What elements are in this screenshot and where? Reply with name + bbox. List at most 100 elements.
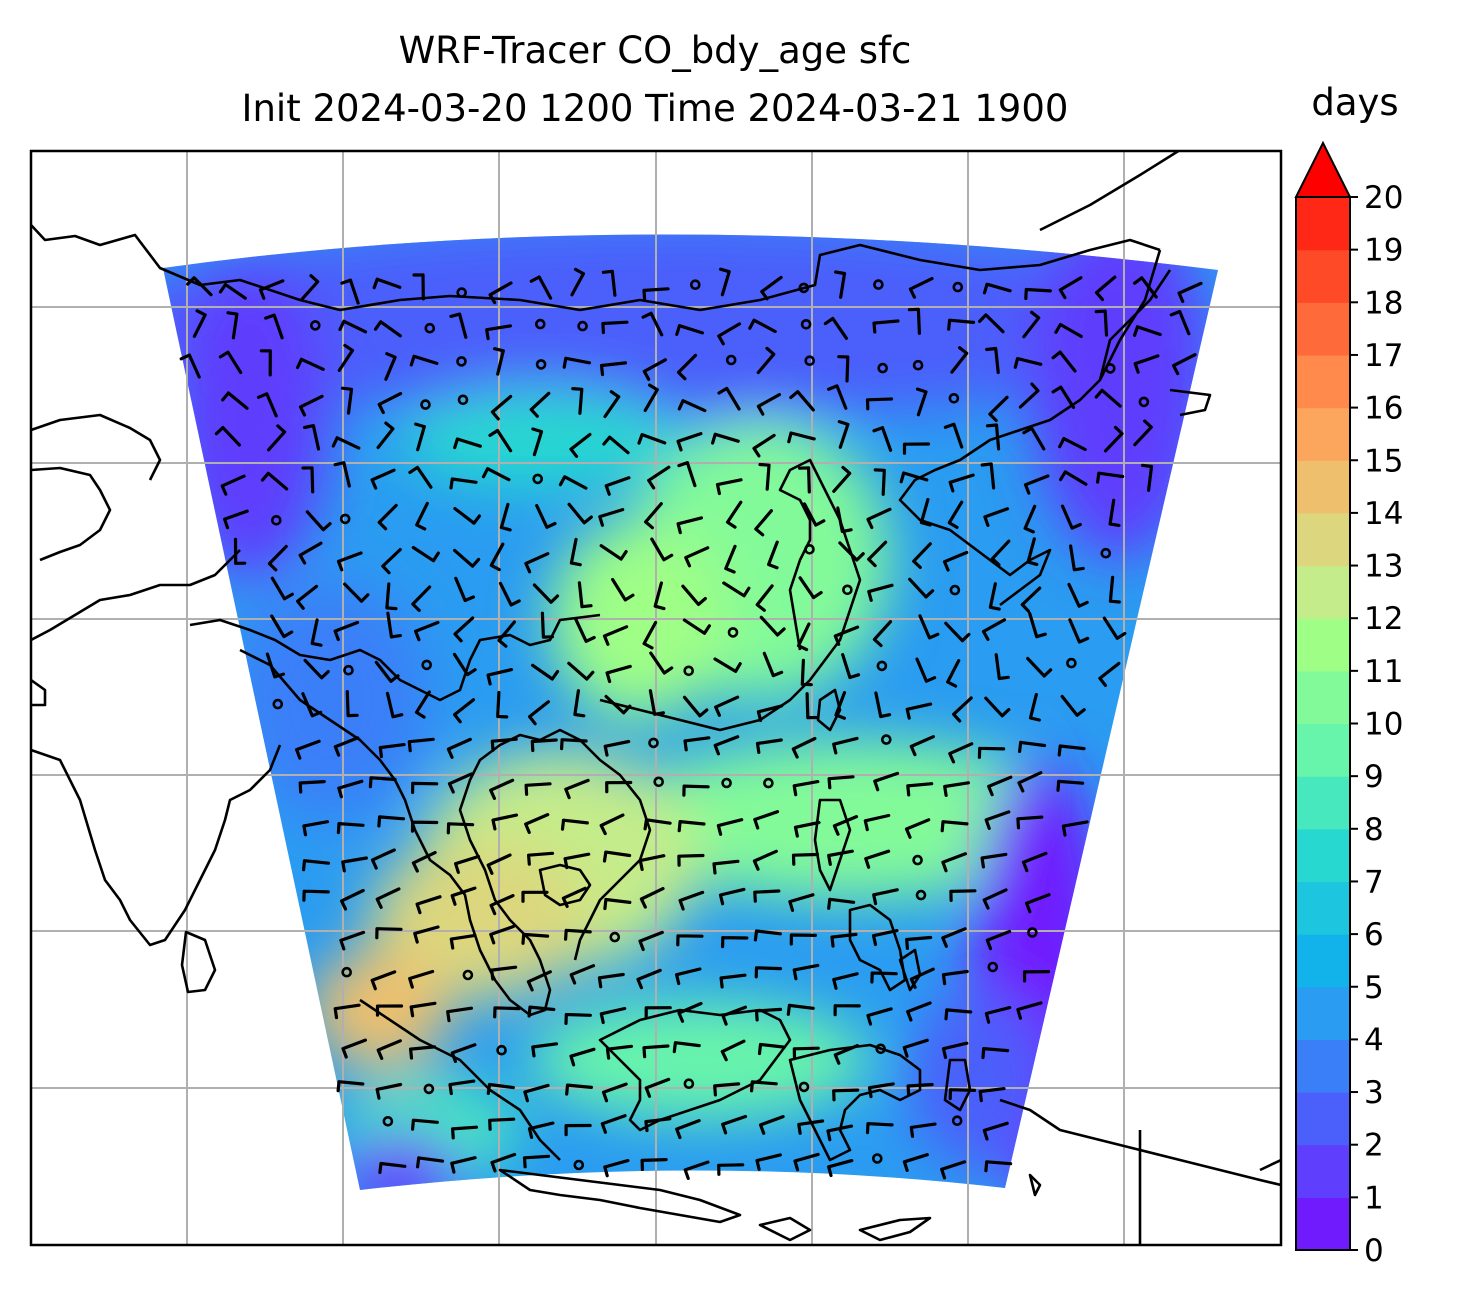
wind-barb [977, 746, 1006, 759]
colorbar-segment [1296, 828, 1350, 883]
colorbar-tick-label: 5 [1364, 970, 1384, 1006]
wind-barb [454, 576, 475, 603]
wind-barb [640, 1158, 668, 1171]
wind-barb [793, 820, 821, 838]
wind-barb [802, 502, 826, 527]
wind-barb [639, 887, 665, 909]
wind-barb [755, 584, 774, 612]
wind-barb [1069, 544, 1085, 572]
wind-barb [1057, 744, 1086, 757]
wind-barb [569, 964, 596, 985]
map-frame [29, 149, 1283, 1247]
wind-barb [373, 320, 402, 338]
wind-barb [648, 689, 665, 716]
wind-barb [336, 822, 365, 835]
wind-barb [446, 737, 472, 759]
wind-barb [985, 423, 1001, 451]
wind-barb [569, 432, 592, 458]
wind-barb [717, 1163, 745, 1176]
wind-barb [375, 887, 401, 909]
wind-barb [375, 1082, 403, 1100]
colorbar-tick-label: 19 [1364, 233, 1403, 269]
wind-barb [603, 897, 632, 911]
wind-barb [990, 539, 1011, 567]
wind-barb [823, 316, 848, 340]
wind-barb [905, 935, 933, 950]
calm-wind-circle [457, 394, 469, 406]
wind-barb [565, 1083, 593, 1096]
wind-barb [948, 742, 974, 764]
wind-barb [985, 346, 1000, 374]
colorbar-segment [1296, 618, 1350, 672]
wind-barb [871, 929, 899, 947]
wind-barb [1020, 586, 1042, 613]
wind-barb [834, 691, 847, 720]
wind-barb [676, 516, 703, 535]
wind-barb [409, 354, 439, 367]
wind-barb [800, 658, 813, 687]
wind-barb [604, 694, 632, 715]
wind-barb [601, 320, 629, 335]
wind-barb [221, 391, 249, 410]
colorbar-tick-label: 18 [1364, 285, 1403, 321]
wind-barb [562, 356, 591, 369]
wind-barb [488, 428, 513, 453]
wind-barb [599, 1006, 627, 1025]
wind-barb [570, 267, 585, 297]
wind-barb [683, 736, 711, 752]
calm-wind-circle [343, 664, 354, 676]
wind-barb [490, 394, 513, 421]
wind-barb [1054, 322, 1083, 338]
wind-barb [381, 548, 402, 575]
wind-barb [756, 704, 784, 723]
wind-barb [179, 353, 201, 379]
wind-barb [226, 311, 239, 340]
wind-barb [408, 969, 435, 989]
wind-barb [941, 969, 969, 986]
wind-barb [981, 618, 1007, 641]
wind-barb [446, 1006, 473, 1023]
wind-barb [573, 689, 586, 718]
wind-barb [529, 275, 553, 300]
wind-barb [952, 696, 973, 723]
wind-barb [523, 1083, 550, 1103]
wind-barb [949, 889, 977, 902]
wind-barb [791, 852, 820, 866]
wind-barb [563, 852, 591, 870]
wind-barb [378, 1161, 407, 1174]
wind-barb [902, 442, 931, 455]
wind-barb [748, 318, 777, 334]
wind-barb [721, 936, 749, 949]
calm-wind-circle [1027, 927, 1038, 938]
wind-barb [298, 541, 323, 565]
wind-barb [409, 1045, 437, 1060]
colorbar-tick-label: 7 [1364, 864, 1384, 900]
wind-barb [524, 552, 550, 574]
wind-barb [1051, 350, 1077, 373]
wind-barb [756, 393, 781, 416]
wind-barb [345, 690, 359, 718]
wind-barb [486, 1082, 515, 1095]
wind-barb [270, 576, 294, 601]
wind-barb [453, 437, 482, 450]
wind-barb [712, 859, 740, 875]
wind-barb [714, 695, 740, 717]
wind-barb [564, 778, 590, 800]
wind-barb [643, 383, 659, 412]
wind-barb [567, 661, 595, 681]
wind-barb [638, 930, 664, 952]
wind-barb [386, 611, 402, 639]
wind-barb [1017, 771, 1043, 793]
colorbar-segment [1296, 1197, 1350, 1251]
wind-barb [604, 476, 631, 496]
wind-barb [490, 1152, 517, 1173]
wind-barb [719, 973, 747, 989]
wind-barb [978, 1087, 1006, 1103]
wind-barb [218, 283, 247, 300]
wind-barb [912, 542, 932, 569]
colorbar-segment [1296, 670, 1350, 725]
wind-barb [980, 462, 996, 490]
wind-barb [994, 653, 1010, 681]
wind-barb [333, 736, 360, 757]
wind-barb [527, 1005, 556, 1018]
